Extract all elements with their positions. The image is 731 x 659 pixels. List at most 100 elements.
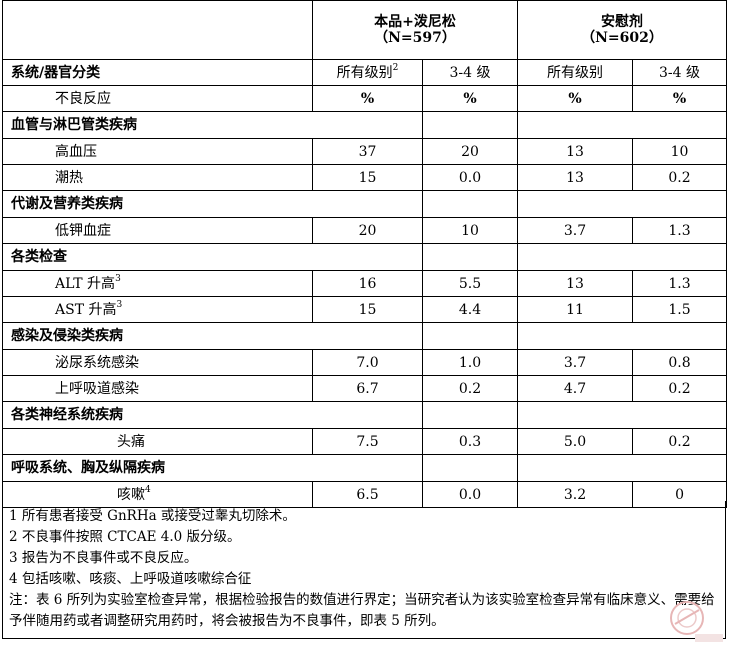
group-row: 呼吸系统、胸及纵隔疾病	[2, 454, 728, 482]
value-cell: 4.7	[517, 375, 634, 402]
table-row: 泌尿系统感染 7.0 1.0 3.7 0.8	[2, 349, 728, 376]
table-row: 头痛 7.5 0.3 5.0 0.2	[2, 428, 728, 455]
value-cell: 0.2	[421, 375, 519, 402]
ae-name-cell: ALT 升高3	[2, 270, 313, 297]
empty-cell	[421, 243, 519, 271]
value-cell: 1.3	[632, 270, 728, 297]
value-cell: 13	[517, 270, 634, 297]
value-cell: 10	[421, 217, 519, 244]
arm2-n: （N=602）	[581, 30, 663, 46]
ae-name-cell: 咳嗽4	[2, 481, 313, 508]
value-cell: 1.5	[632, 296, 728, 323]
value-cell: 1.0	[421, 349, 519, 376]
arm1-grade34-header: 3-4 级	[421, 59, 519, 86]
value-cell: 37	[312, 138, 423, 165]
group-row: 各类神经系统疾病	[2, 401, 728, 429]
empty-cell	[421, 322, 519, 350]
pct-unit: %	[312, 85, 423, 112]
value-cell: 0	[632, 481, 728, 508]
table-row: ALT 升高3 16 5.5 13 1.3	[2, 270, 728, 297]
group-label: 各类检查	[2, 243, 423, 271]
value-cell: 3.7	[517, 217, 634, 244]
value-cell: 0.0	[421, 481, 519, 508]
footnote-ref: 2	[392, 62, 399, 73]
table-header-units: 不良反应 % % % %	[2, 85, 728, 112]
table-remark: 注：表 6 所列为实验室检查异常，根据检验报告的数值进行界定；当研究者认为该实验…	[9, 592, 715, 629]
table-row: 低钾血症 20 10 3.7 1.3	[2, 217, 728, 244]
arm2-grade34-header: 3-4 级	[632, 59, 728, 86]
value-cell: 13	[517, 164, 634, 191]
pct-unit: %	[421, 85, 519, 112]
empty-cell	[421, 111, 519, 139]
value-cell: 5.5	[421, 270, 519, 297]
value-cell: 3.7	[517, 349, 634, 376]
footnote-ref: 3	[116, 299, 123, 310]
ae-name: 咳嗽	[117, 486, 145, 503]
value-cell: 0.2	[632, 164, 728, 191]
pct-unit: %	[517, 85, 634, 112]
value-cell: 6.5	[312, 481, 423, 508]
ae-name: 头痛	[2, 428, 313, 455]
table-footnotes: 1 所有患者接受 GnRHa 或接受过睾丸切除术。 2 不良事件按照 CTCAE…	[2, 501, 726, 639]
table-header-grades: 系统/器官分类 所有级别2 3-4 级 所有级别 3-4 级	[2, 59, 728, 86]
value-cell: 0.3	[421, 428, 519, 455]
footnote-3: 3 报告为不良事件或不良反应。	[9, 550, 198, 566]
arm1-header: 本品+泼尼松 （N=597）	[311, 0, 519, 60]
ae-name: 潮热	[2, 164, 313, 191]
empty-cell	[517, 401, 728, 429]
value-cell: 0.0	[421, 164, 519, 191]
value-cell: 7.0	[312, 349, 423, 376]
ae-name: 低钾血症	[2, 217, 313, 244]
empty-cell	[517, 243, 728, 271]
table-row: 高血压 37 20 13 10	[2, 138, 728, 165]
table-row: 潮热 15 0.0 13 0.2	[2, 164, 728, 191]
value-cell: 13	[517, 138, 634, 165]
group-row: 感染及侵染类疾病	[2, 322, 728, 350]
group-label: 感染及侵染类疾病	[2, 322, 423, 350]
table-row: AST 升高3 15 4.4 11 1.5	[2, 296, 728, 323]
empty-cell	[421, 454, 519, 482]
group-label: 呼吸系统、胸及纵隔疾病	[2, 454, 423, 482]
arm2-header: 安慰剂 （N=602）	[517, 0, 728, 60]
footnote-ref: 3	[115, 273, 121, 284]
value-cell: 15	[312, 164, 423, 191]
footnote-ref: 4	[145, 484, 151, 495]
arm2-title: 安慰剂	[601, 14, 644, 30]
value-cell: 1.3	[632, 217, 728, 244]
col-ae-header: 不良反应	[2, 85, 313, 112]
group-row: 代谢及营养类疾病	[2, 190, 728, 218]
ae-name-cell: AST 升高3	[2, 296, 313, 323]
ae-name: AST 升高	[55, 301, 117, 318]
group-row: 各类检查	[2, 243, 728, 271]
ae-name: ALT 升高	[55, 275, 116, 292]
value-cell: 6.7	[312, 375, 423, 402]
table-row: 咳嗽4 6.5 0.0 3.2 0	[2, 481, 728, 508]
all-grades-label: 所有级别	[336, 64, 393, 81]
empty-cell	[517, 322, 728, 350]
value-cell: 4.4	[421, 296, 519, 323]
ae-name: 上呼吸道感染	[2, 375, 313, 402]
value-cell: 11	[517, 296, 634, 323]
value-cell: 20	[312, 217, 423, 244]
table-header-arms: 本品+泼尼松 （N=597） 安慰剂 （N=602）	[2, 0, 728, 60]
value-cell: 16	[312, 270, 423, 297]
empty-cell	[517, 454, 728, 482]
value-cell: 15	[312, 296, 423, 323]
value-cell: 5.0	[517, 428, 634, 455]
arm2-all-grades-header: 所有级别	[517, 59, 634, 86]
pct-unit: %	[632, 85, 728, 112]
empty-cell	[421, 401, 519, 429]
group-label: 血管与淋巴管类疾病	[2, 111, 423, 139]
empty-cell	[421, 190, 519, 218]
watermark-logo	[670, 601, 723, 642]
value-cell: 7.5	[312, 428, 423, 455]
empty-cell	[517, 190, 728, 218]
arm1-n: （N=597）	[374, 30, 456, 46]
value-cell: 0.2	[632, 428, 728, 455]
ae-name: 高血压	[2, 138, 313, 165]
group-label: 各类神经系统疾病	[2, 401, 423, 429]
header-blank-cell	[2, 0, 313, 60]
group-label: 代谢及营养类疾病	[2, 190, 423, 218]
value-cell: 10	[632, 138, 728, 165]
